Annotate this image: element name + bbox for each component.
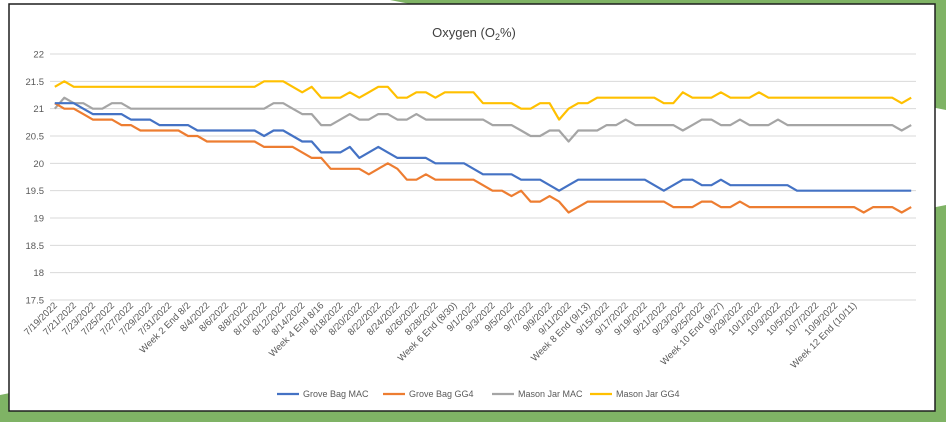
legend-label-3: Mason Jar GG4 xyxy=(616,389,680,399)
series-line-0 xyxy=(54,102,912,192)
series-line-1 xyxy=(54,102,912,214)
y-axis-labels: 17.5 18 18.5 19 19.5 20 20.5 21 21.5 22 xyxy=(26,50,45,307)
legend-label-1: Grove Bag GG4 xyxy=(409,389,474,399)
y-tick-label: 17.5 xyxy=(26,296,45,307)
chart-title-subscript: 2 xyxy=(495,32,500,42)
y-tick-label: 20.5 xyxy=(26,132,45,143)
legend: Grove Bag MAC Grove Bag GG4 Mason Jar MAC M… xyxy=(277,389,680,399)
y-tick-label: 22 xyxy=(33,50,44,61)
chart-title: Oxygen (O2%) xyxy=(432,25,516,42)
y-tick-label: 21 xyxy=(33,104,44,115)
series-line-3 xyxy=(54,80,912,121)
chart-title-tail: %) xyxy=(500,25,516,40)
y-tick-label: 18 xyxy=(33,268,44,279)
y-tick-label: 19.5 xyxy=(26,186,45,197)
series-line-2 xyxy=(53,96,912,143)
y-tick-label: 21.5 xyxy=(26,77,45,88)
legend-label-0: Grove Bag MAC xyxy=(303,389,369,399)
y-tick-label: 18.5 xyxy=(26,241,45,252)
legend-label-2: Mason Jar MAC xyxy=(518,389,583,399)
chart-title-main: Oxygen (O xyxy=(432,25,495,40)
series-lines xyxy=(53,80,912,214)
y-tick-label: 19 xyxy=(33,214,44,225)
y-tick-label: 20 xyxy=(33,159,44,170)
